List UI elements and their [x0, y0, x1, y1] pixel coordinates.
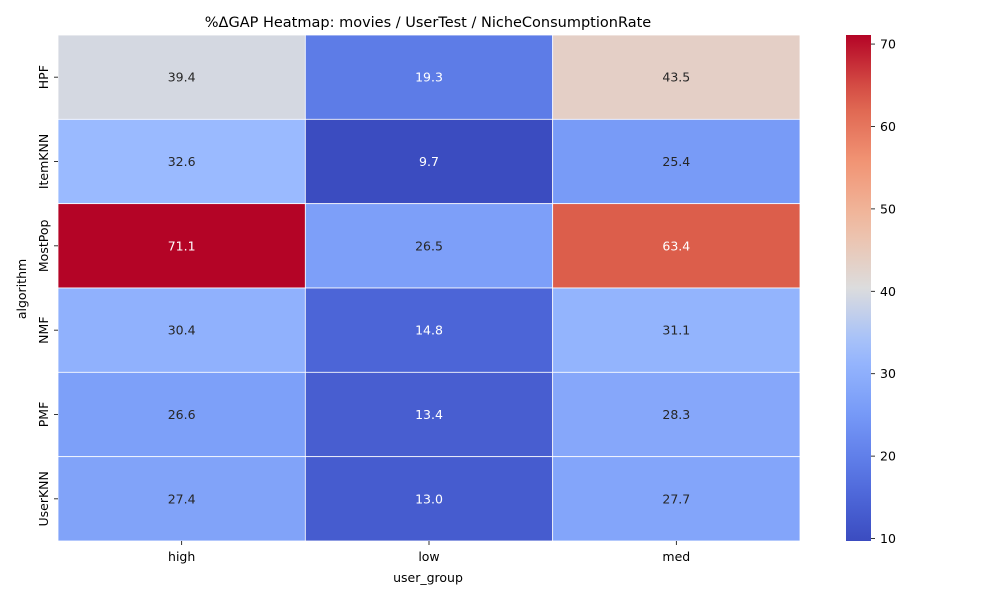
colorbar: 10 20 30 40 50 60 70	[846, 35, 896, 546]
chart-title: %ΔGAP Heatmap: movies / UserTest / Niche…	[205, 15, 652, 31]
cell-value-label: 13.4	[415, 407, 443, 422]
cell-value-label: 9.7	[419, 154, 439, 169]
colorbar-tick-label: 70	[880, 37, 896, 52]
cell-value-label: 30.4	[168, 323, 196, 338]
heatmap-cell	[57, 118, 306, 205]
x-tick-label: low	[418, 549, 439, 564]
cell-value-label: 13.0	[415, 491, 443, 506]
cell-value-label: 27.7	[662, 491, 690, 506]
colorbar-tick-label: 10	[880, 531, 896, 546]
heatmap-cell	[57, 287, 306, 373]
y-tick-label: HPF	[36, 65, 51, 89]
cell-value-label: 27.4	[168, 491, 196, 506]
cell-value-label: 71.1	[168, 238, 196, 253]
heatmap-cell	[552, 371, 801, 458]
heatmap-cell	[304, 203, 554, 289]
heatmap-cell	[304, 371, 554, 458]
y-tick-label: ItemKNN	[36, 134, 51, 189]
heatmap-cell	[57, 203, 306, 289]
cell-value-label: 25.4	[662, 154, 690, 169]
cell-value-label: 32.6	[168, 154, 196, 169]
x-tick-label: med	[662, 549, 690, 564]
y-tick-label: PMF	[36, 402, 51, 428]
cell-value-label: 31.1	[662, 323, 690, 338]
cell-value-label: 28.3	[662, 407, 690, 422]
colorbar-tick-label: 60	[880, 119, 896, 134]
cell-value-label: 19.3	[415, 70, 443, 85]
cell-value-label: 26.6	[168, 407, 196, 422]
y-tick-label: NMF	[36, 317, 51, 344]
colorbar-tick-label: 20	[880, 449, 896, 464]
heatmap-cells	[57, 34, 801, 542]
x-axis-label: user_group	[393, 570, 463, 585]
y-axis-ticks: HPF ItemKNN MostPop NMF PMF UserKNN	[36, 65, 58, 527]
cell-value-label: 43.5	[662, 70, 690, 85]
heatmap-cell	[304, 456, 554, 542]
heatmap-cell	[552, 287, 801, 373]
x-axis-ticks: high low med	[168, 541, 690, 564]
cell-value-label: 14.8	[415, 323, 443, 338]
heatmap-cell	[552, 456, 801, 542]
y-axis-label: algorithm	[14, 259, 29, 319]
heatmap-cell	[552, 34, 801, 120]
colorbar-tick-label: 40	[880, 284, 896, 299]
cell-value-label: 63.4	[662, 238, 690, 253]
heatmap-cell	[304, 34, 554, 120]
heatmap-cell	[552, 118, 801, 205]
heatmap-cell	[57, 371, 306, 458]
heatmap-cell	[57, 34, 306, 120]
y-tick-label: UserKNN	[36, 471, 51, 526]
heatmap-cell-labels: 39.4 19.3 43.5 32.6 9.7 25.4 71.1 26.5 63.4 30.4 1…	[168, 70, 691, 507]
cell-value-label: 26.5	[415, 238, 443, 253]
cell-value-label: 39.4	[168, 70, 196, 85]
heatmap-cell	[304, 118, 554, 205]
colorbar-tick-label: 50	[880, 201, 896, 216]
colorbar-tick-label: 30	[880, 366, 896, 381]
colorbar-gradient	[846, 35, 871, 541]
y-tick-label: MostPop	[36, 220, 51, 273]
x-tick-label: high	[168, 549, 195, 564]
